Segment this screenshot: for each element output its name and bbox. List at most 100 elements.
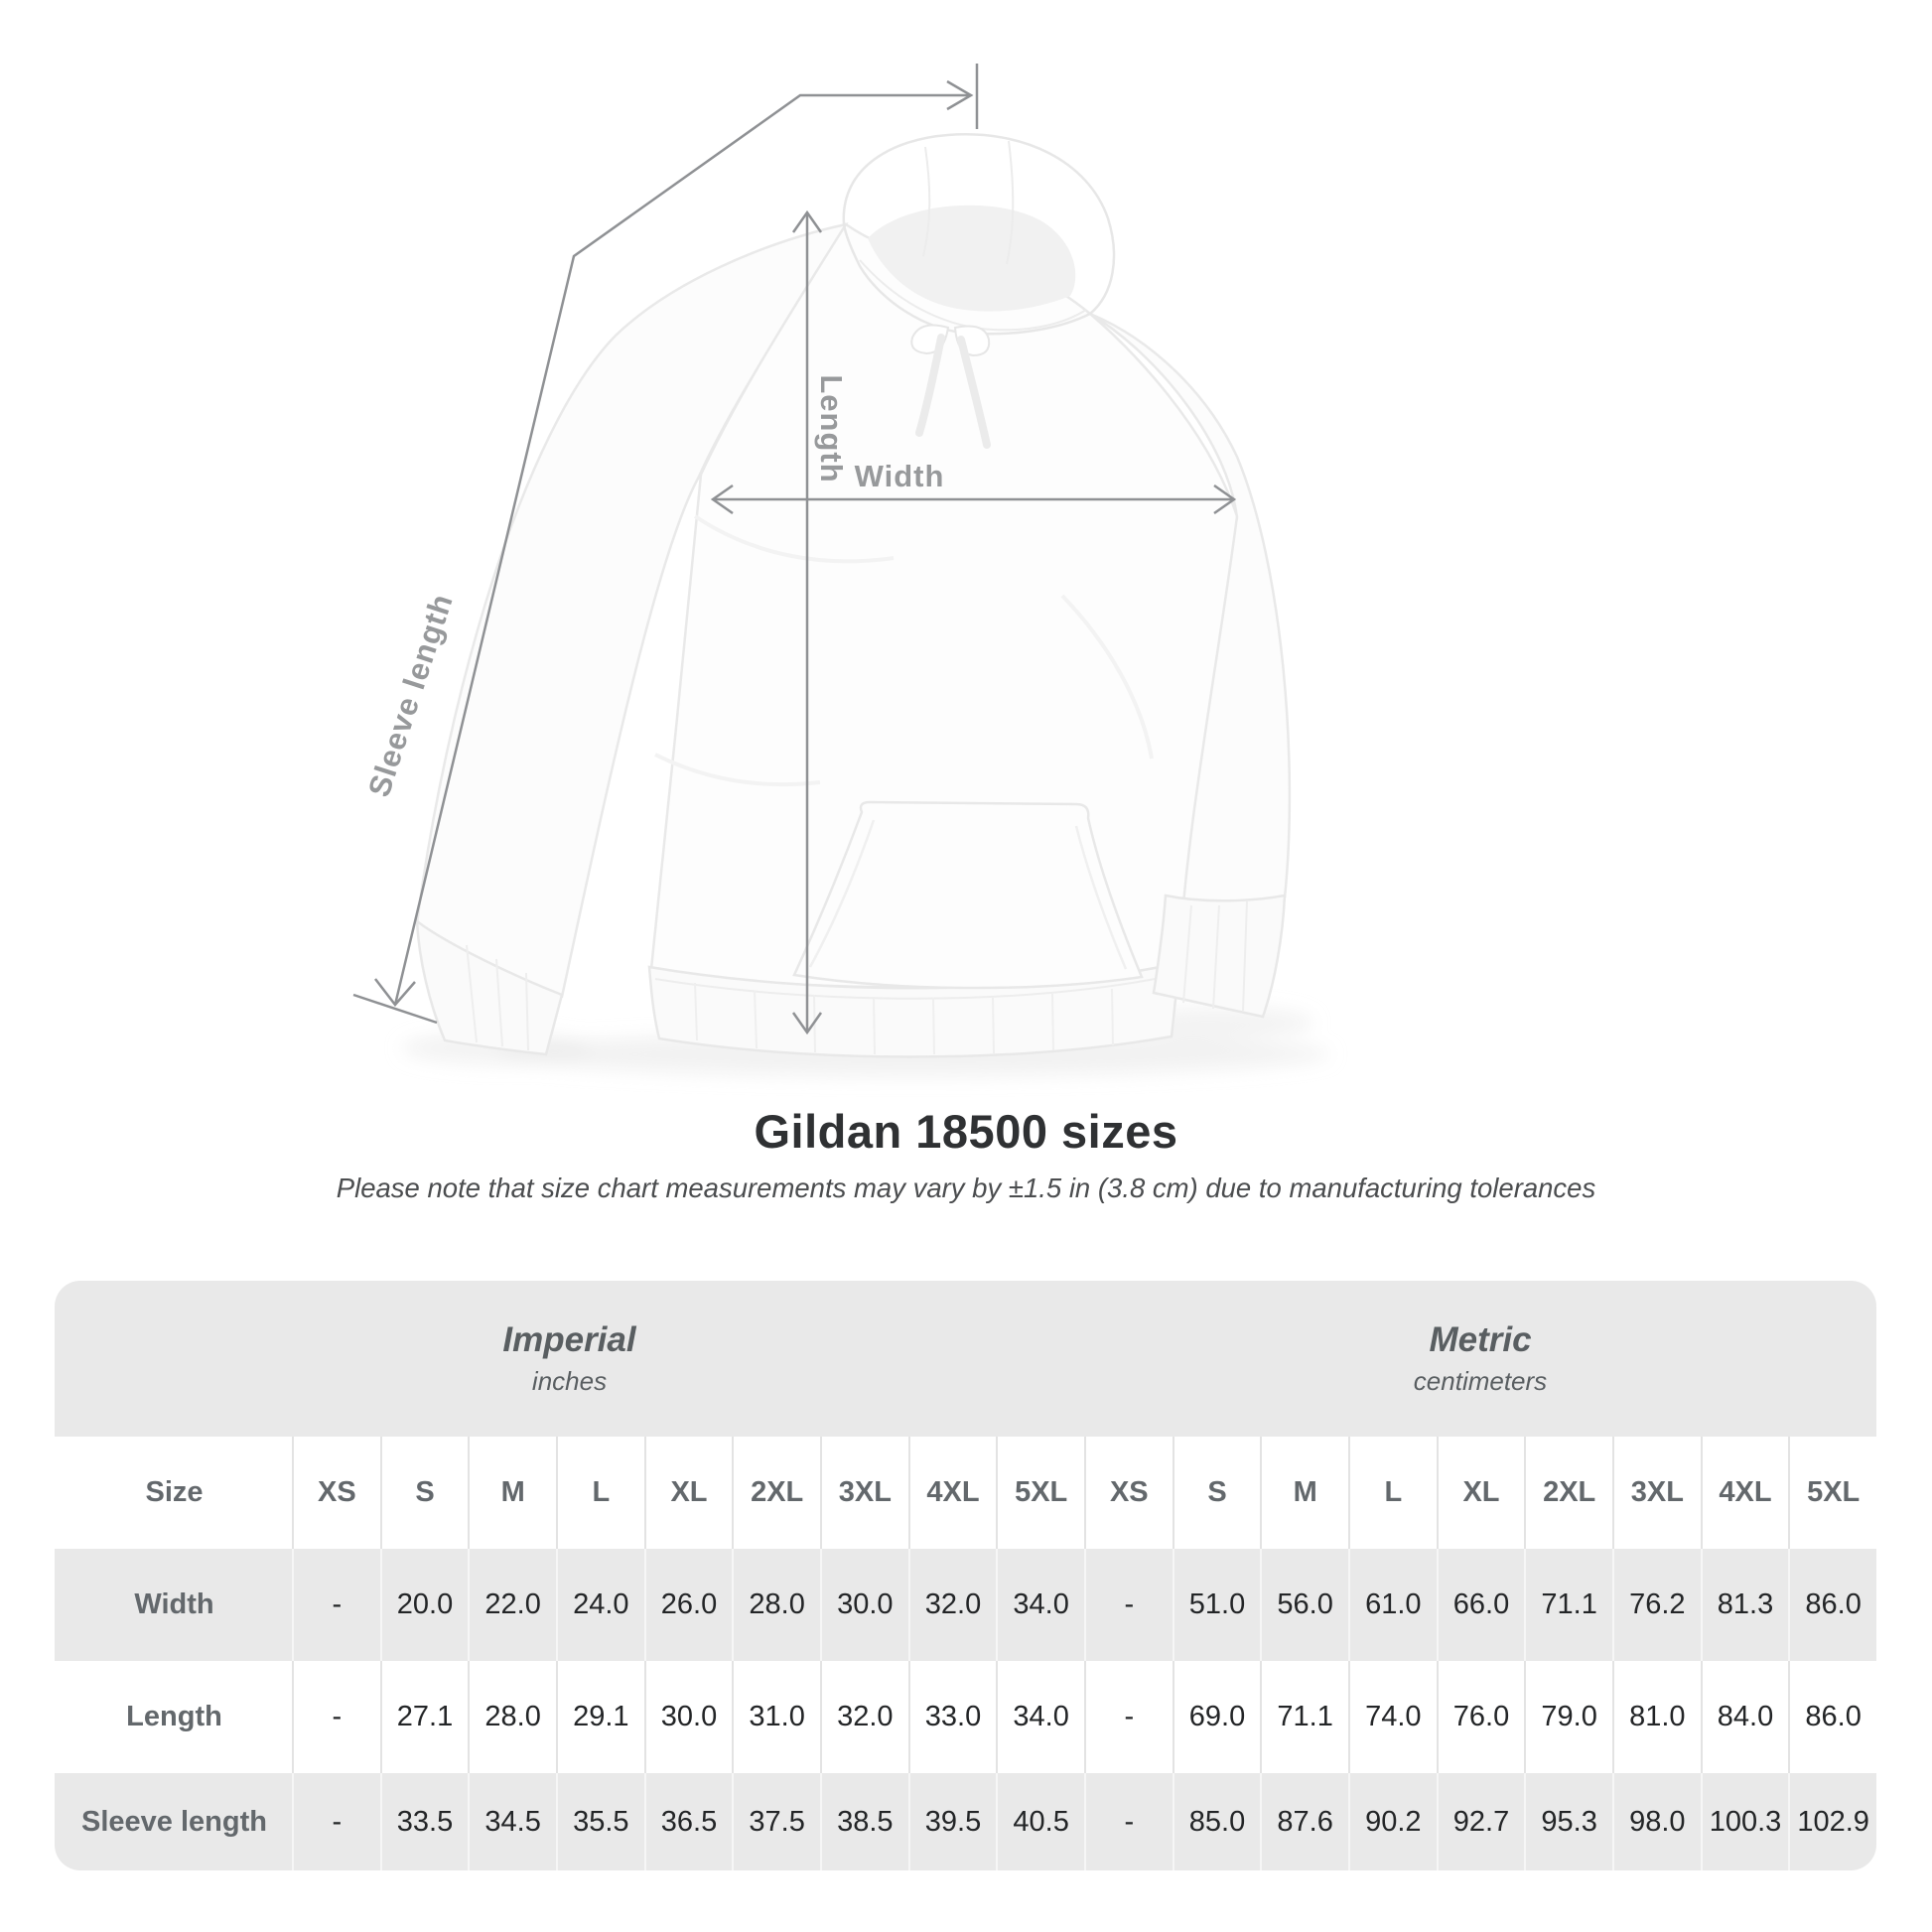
table-cell: 31.0: [732, 1661, 820, 1773]
size-header-metric-s: S: [1172, 1437, 1261, 1549]
table-cell: 76.2: [1611, 1549, 1701, 1661]
table-row-length: Length - 27.1 28.0 29.1 30.0 31.0 32.0 3…: [55, 1661, 1876, 1773]
length-arrow-bottom: [791, 1012, 823, 1035]
table-cell: 40.5: [996, 1773, 1084, 1870]
table-cell: 85.0: [1172, 1773, 1261, 1870]
table-cell: 100.3: [1700, 1773, 1789, 1870]
pocket-stitch-lines: [808, 819, 1128, 970]
table-cell: 30.0: [643, 1661, 733, 1773]
table-cell: 81.3: [1700, 1549, 1789, 1661]
table-cell: 32.0: [907, 1549, 997, 1661]
table-cell: -: [292, 1549, 380, 1661]
size-header-metric-5xl: 5XL: [1788, 1437, 1876, 1549]
table-cell: 34.5: [468, 1773, 556, 1870]
width-arrow-right: [1213, 483, 1237, 515]
table-cell: 34.0: [996, 1661, 1084, 1773]
width-arrow-left: [710, 483, 734, 515]
table-cell: -: [1083, 1549, 1173, 1661]
hoodie-illustration: Sleeve length Length Width: [352, 64, 1330, 1076]
table-cell: 22.0: [468, 1549, 556, 1661]
imperial-header: Imperial inches: [55, 1281, 1084, 1437]
size-header-imperial-4xl: 4XL: [907, 1437, 997, 1549]
size-header-metric-3xl: 3XL: [1611, 1437, 1701, 1549]
row-label: Width: [134, 1588, 214, 1620]
metric-title: Metric: [1429, 1320, 1532, 1359]
table-cell: 34.0: [996, 1549, 1084, 1661]
table-cell: 69.0: [1172, 1661, 1261, 1773]
table-header-row: Size XS S M L XL 2XL 3XL 4XL 5XL XS S M …: [55, 1437, 1876, 1549]
size-header-imperial-xl: XL: [643, 1437, 733, 1549]
imperial-title: Imperial: [502, 1320, 636, 1359]
size-header-metric-xs: XS: [1083, 1437, 1173, 1549]
sleeve-arrow-bottom: [374, 978, 416, 1007]
size-header-imperial-l: L: [555, 1437, 644, 1549]
table-cell: 71.1: [1524, 1549, 1612, 1661]
size-table: Imperial inches Metric centimeters Size …: [55, 1281, 1876, 1870]
table-cell: 36.5: [643, 1773, 733, 1870]
imperial-subtitle: inches: [531, 1366, 608, 1396]
table-cell: 71.1: [1260, 1661, 1348, 1773]
drawstring-cords: [915, 334, 991, 449]
page-title: Gildan 18500 sizes: [754, 1105, 1178, 1158]
table-row-sleeve-length: Sleeve length - 33.5 34.5 35.5 36.5 37.5…: [55, 1773, 1876, 1870]
size-header-metric-2xl: 2XL: [1524, 1437, 1612, 1549]
size-header-imperial-3xl: 3XL: [819, 1437, 908, 1549]
row-label: Length: [126, 1701, 222, 1732]
length-arrow-top: [791, 209, 823, 233]
table-cell: 37.5: [732, 1773, 820, 1870]
table-cell: -: [1083, 1661, 1173, 1773]
size-header-imperial-5xl: 5XL: [996, 1437, 1084, 1549]
metric-subtitle: centimeters: [1413, 1366, 1548, 1396]
table-cell: 56.0: [1260, 1549, 1348, 1661]
table-row-width: Width - 20.0 22.0 24.0 26.0 28.0 30.0 32…: [55, 1549, 1876, 1661]
sleeve-length-line: [393, 93, 971, 1006]
table-cell: -: [1083, 1773, 1173, 1870]
size-header-metric-m: M: [1260, 1437, 1348, 1549]
length-label: Length: [814, 374, 849, 483]
table-cell: 29.1: [555, 1661, 644, 1773]
table-cell: 95.3: [1524, 1773, 1612, 1870]
table-cell: 86.0: [1788, 1661, 1876, 1773]
table-cell: 28.0: [732, 1549, 820, 1661]
size-header-imperial-s: S: [379, 1437, 469, 1549]
table-cell: 20.0: [379, 1549, 469, 1661]
table-cell: 28.0: [468, 1661, 556, 1773]
size-column-header: Size: [145, 1476, 204, 1508]
hoodie-measurement-diagram: Sleeve length Length Width: [352, 64, 1330, 1076]
table-cell: 32.0: [819, 1661, 908, 1773]
metric-header: Metric centimeters: [1084, 1281, 1876, 1437]
table-cell: 39.5: [907, 1773, 997, 1870]
unit-header-band: Imperial inches Metric centimeters: [55, 1281, 1876, 1437]
row-label: Sleeve length: [81, 1805, 267, 1838]
size-header-metric-xl: XL: [1436, 1437, 1525, 1549]
size-header-metric-4xl: 4XL: [1700, 1437, 1789, 1549]
tolerance-note: Please note that size chart measurements…: [336, 1173, 1596, 1203]
table-cell: 98.0: [1611, 1773, 1701, 1870]
left-cuff: [415, 918, 564, 1056]
hood-seams: [859, 140, 1087, 332]
sleeve-arrow-right: [946, 79, 974, 111]
table-cell: 66.0: [1436, 1549, 1525, 1661]
size-header-imperial-xs: XS: [292, 1437, 380, 1549]
size-header-imperial-m: M: [468, 1437, 556, 1549]
table-cell: 30.0: [819, 1549, 908, 1661]
table-cell: -: [292, 1773, 380, 1870]
measurement-lines: [352, 64, 1237, 1035]
table-cell: -: [292, 1661, 380, 1773]
table-cell: 26.0: [643, 1549, 733, 1661]
hem-stitch-line: [654, 974, 1176, 1000]
table-cell: 35.5: [555, 1773, 644, 1870]
table-cell: 24.0: [555, 1549, 644, 1661]
table-cell: 86.0: [1788, 1549, 1876, 1661]
right-cuff: [1152, 894, 1287, 1019]
table-cell: 74.0: [1347, 1661, 1437, 1773]
table-cell: 38.5: [819, 1773, 908, 1870]
width-label: Width: [855, 459, 945, 493]
table-cell: 84.0: [1700, 1661, 1789, 1773]
table-cell: 51.0: [1172, 1549, 1261, 1661]
size-header-imperial-2xl: 2XL: [732, 1437, 820, 1549]
hood-interior: [868, 205, 1076, 312]
title-block: Gildan 18500 sizes Please note that size…: [0, 1104, 1932, 1204]
table-cell: 33.5: [379, 1773, 469, 1870]
